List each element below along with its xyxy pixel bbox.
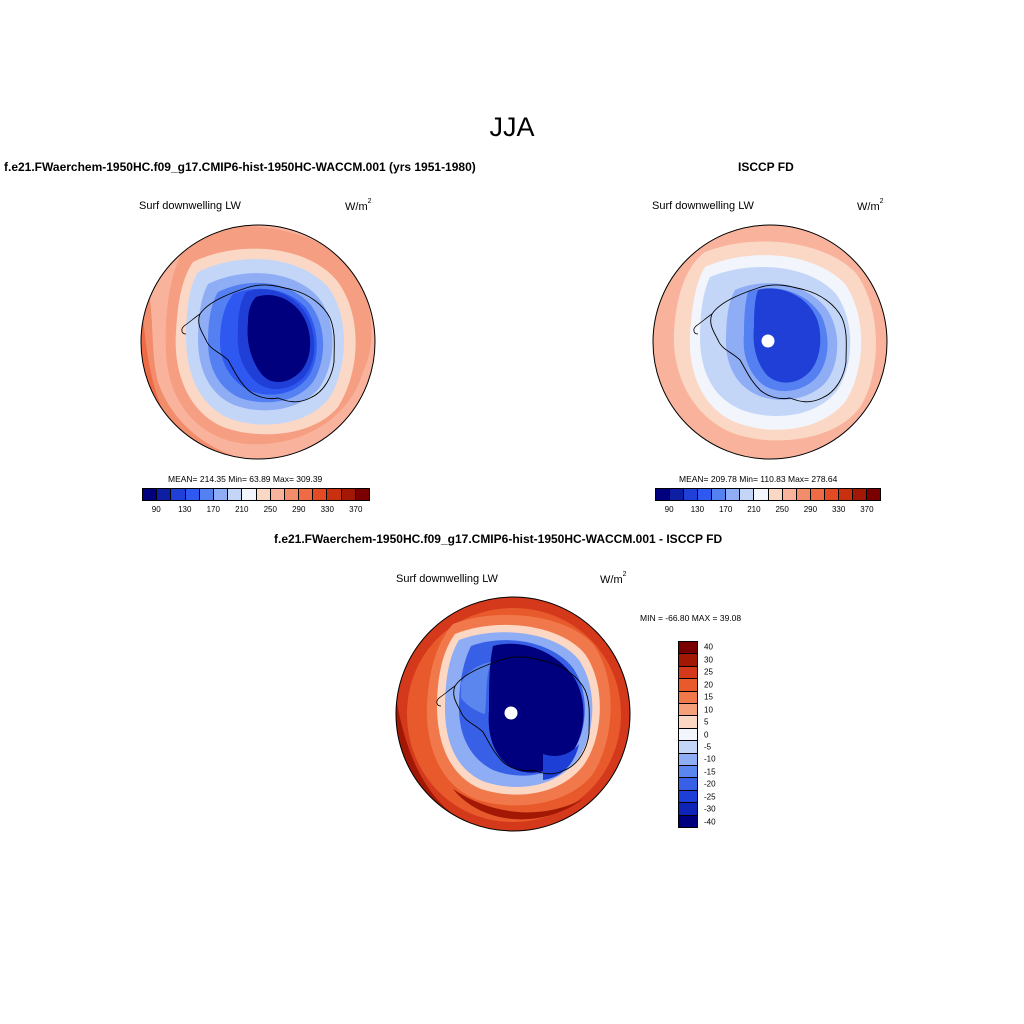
panel-1-colorbar-box bbox=[299, 489, 314, 500]
panel-1-colorbar-tick-label: 170 bbox=[206, 505, 220, 514]
panel-2-colorbar bbox=[655, 488, 881, 501]
panel-2-colorbar-tick-label: 370 bbox=[860, 505, 874, 514]
panel-1-colorbar-tick-label: 130 bbox=[178, 505, 192, 514]
panel-1-colorbar-box bbox=[185, 489, 200, 500]
panel-1-title: f.e21.FWaerchem-1950HC.f09_g17.CMIP6-his… bbox=[4, 160, 476, 174]
panel-1-colorbar-box bbox=[341, 489, 356, 500]
panel-2-colorbar-tick-label: 170 bbox=[718, 505, 733, 514]
panel-3-colorbar bbox=[678, 641, 698, 828]
panel-3-variable-label: Surf downwelling LW bbox=[396, 573, 498, 585]
panel-3-colorbar-box bbox=[679, 778, 697, 791]
panel-1-colorbar-box bbox=[270, 489, 285, 500]
panel-2-colorbar-tick-label: 250 bbox=[775, 505, 789, 514]
panel-2-colorbar-box bbox=[656, 489, 671, 500]
panel-2-colorbar-tick-label: 130 bbox=[690, 505, 705, 514]
panel-3-colorbar-tick-label: 20 bbox=[704, 680, 713, 690]
panel-2-colorbar-box bbox=[684, 489, 699, 500]
panel-1-colorbar-tick-label: 370 bbox=[349, 505, 363, 514]
panel-3-colorbar-tick-label: -25 bbox=[704, 792, 716, 802]
panel-3-colorbar-tick-label: 5 bbox=[704, 717, 709, 727]
panel-1-colorbar-box bbox=[157, 489, 172, 500]
panel-1-polar-map bbox=[140, 224, 376, 460]
panel-1-colorbar-box bbox=[242, 489, 257, 500]
panel-2-colorbar-box bbox=[796, 489, 811, 500]
panel-3-colorbar-tick-label: -30 bbox=[704, 804, 716, 814]
panel-1-variable-label: Surf downwelling LW bbox=[139, 200, 241, 212]
panel-2-colorbar-box bbox=[810, 489, 825, 500]
panel-3-colorbar-box bbox=[679, 704, 697, 717]
panel-1-colorbar-box bbox=[228, 489, 243, 500]
panel-3-colorbar-tick-label: -5 bbox=[704, 742, 712, 752]
panel-2-title: ISCCP FD bbox=[738, 160, 794, 174]
panel-2-stats: MEAN= 209.78 Min= 110.83 Max= 278.64 bbox=[679, 474, 838, 484]
panel-3-colorbar-tick-label: 30 bbox=[704, 655, 713, 665]
panel-2-colorbar-box bbox=[838, 489, 853, 500]
panel-3-title: f.e21.FWaerchem-1950HC.f09_g17.CMIP6-his… bbox=[274, 532, 723, 546]
panel-1-colorbar-tick-label: 250 bbox=[263, 505, 277, 514]
panel-1-colorbar-tick-label: 330 bbox=[320, 505, 334, 514]
panel-1-units: W/m2 bbox=[345, 198, 372, 213]
panel-3-colorbar-box bbox=[679, 766, 697, 779]
panel-3-colorbar-tick-label: 25 bbox=[704, 667, 713, 677]
panel-1-colorbar-box bbox=[256, 489, 271, 500]
panel-3-colorbar-tick-label: 10 bbox=[704, 705, 713, 715]
panel-2-colorbar-tick-label: 330 bbox=[831, 505, 846, 514]
panel-2-polar-map bbox=[652, 224, 888, 460]
panel-2-colorbar-box bbox=[698, 489, 713, 500]
panel-3-colorbar-box bbox=[679, 691, 697, 705]
panel-3-colorbar-box bbox=[679, 666, 697, 680]
panel-1-colorbar-tick-label: 290 bbox=[292, 505, 306, 514]
panel-3-units: W/m2 bbox=[600, 571, 627, 586]
panel-1-stats: MEAN= 214.35 Min= 63.89 Max= 309.39 bbox=[168, 474, 323, 484]
panel-3-colorbar-box bbox=[679, 679, 697, 692]
panel-1-colorbar-box bbox=[171, 489, 186, 500]
panel-3-colorbar-box bbox=[679, 741, 697, 754]
panel-3-colorbar-tick-label: 15 bbox=[704, 692, 713, 702]
panel-1-colorbar-tick-label: 210 bbox=[235, 505, 249, 514]
panel-3-colorbar-box bbox=[679, 790, 697, 804]
panel-1-colorbar-box bbox=[313, 489, 328, 500]
panel-2-colorbar-box bbox=[782, 489, 797, 500]
panel-3-colorbar-box bbox=[679, 716, 697, 729]
panel-3-colorbar-tick-label: 0 bbox=[704, 730, 709, 739]
panel-2-colorbar-tick-label: 290 bbox=[803, 505, 818, 514]
panel-3-colorbar-tick-label: -15 bbox=[704, 767, 716, 777]
panel-3-colorbar-box bbox=[679, 654, 697, 667]
panel-1-colorbar-labels: 90 130 170 210 250 290 330 370 bbox=[142, 505, 370, 515]
panel-2-colorbar-tick-label: 90 bbox=[664, 505, 674, 514]
panel-2-colorbar-box bbox=[824, 489, 839, 500]
panel-1-colorbar bbox=[142, 488, 370, 501]
panel-3-colorbar-tick-label: -20 bbox=[704, 779, 716, 789]
panel-2-colorbar-box bbox=[754, 489, 769, 500]
panel-2-units: W/m2 bbox=[857, 198, 884, 213]
panel-3-polar-map bbox=[395, 596, 631, 832]
panel-1-colorbar-box bbox=[284, 489, 300, 500]
panel-3-colorbar-tick-label: -10 bbox=[704, 754, 716, 764]
panel-3-colorbar-box bbox=[679, 803, 697, 816]
figure-title: JJA bbox=[489, 112, 535, 142]
panel-2-colorbar-box bbox=[726, 489, 741, 500]
panel-3-colorbar-box bbox=[679, 642, 697, 655]
panel-2-colorbar-tick-label: 210 bbox=[747, 505, 761, 514]
panel-2-colorbar-box bbox=[740, 489, 755, 500]
panel-2-colorbar-box bbox=[866, 489, 880, 500]
panel-3-colorbar-tick-label: 40 bbox=[704, 642, 713, 652]
panel-1-colorbar-box bbox=[355, 489, 369, 500]
panel-3-stats: MIN = -66.80 MAX = 39.08 bbox=[640, 613, 742, 623]
panel-1-colorbar-box bbox=[143, 489, 158, 500]
panel-3-colorbar-box bbox=[679, 815, 697, 828]
panel-2-colorbar-labels: 90 130 170 210 250 290 330 370 bbox=[655, 505, 881, 515]
panel-1-colorbar-box bbox=[327, 489, 342, 500]
panel-3-colorbar-tick-label: -40 bbox=[704, 817, 716, 827]
panel-2-colorbar-box bbox=[712, 489, 727, 500]
panel-3-colorbar-box bbox=[679, 753, 697, 767]
panel-1-colorbar-box bbox=[199, 489, 214, 500]
panel-2-variable-label: Surf downwelling LW bbox=[652, 200, 754, 212]
panel-2-colorbar-box bbox=[670, 489, 685, 500]
panel-1-colorbar-tick-label: 90 bbox=[151, 505, 161, 514]
panel-2-colorbar-box bbox=[768, 489, 783, 500]
panel-3-colorbar-box bbox=[679, 728, 697, 742]
panel-2-colorbar-box bbox=[852, 489, 867, 500]
panel-1-colorbar-box bbox=[213, 489, 229, 500]
